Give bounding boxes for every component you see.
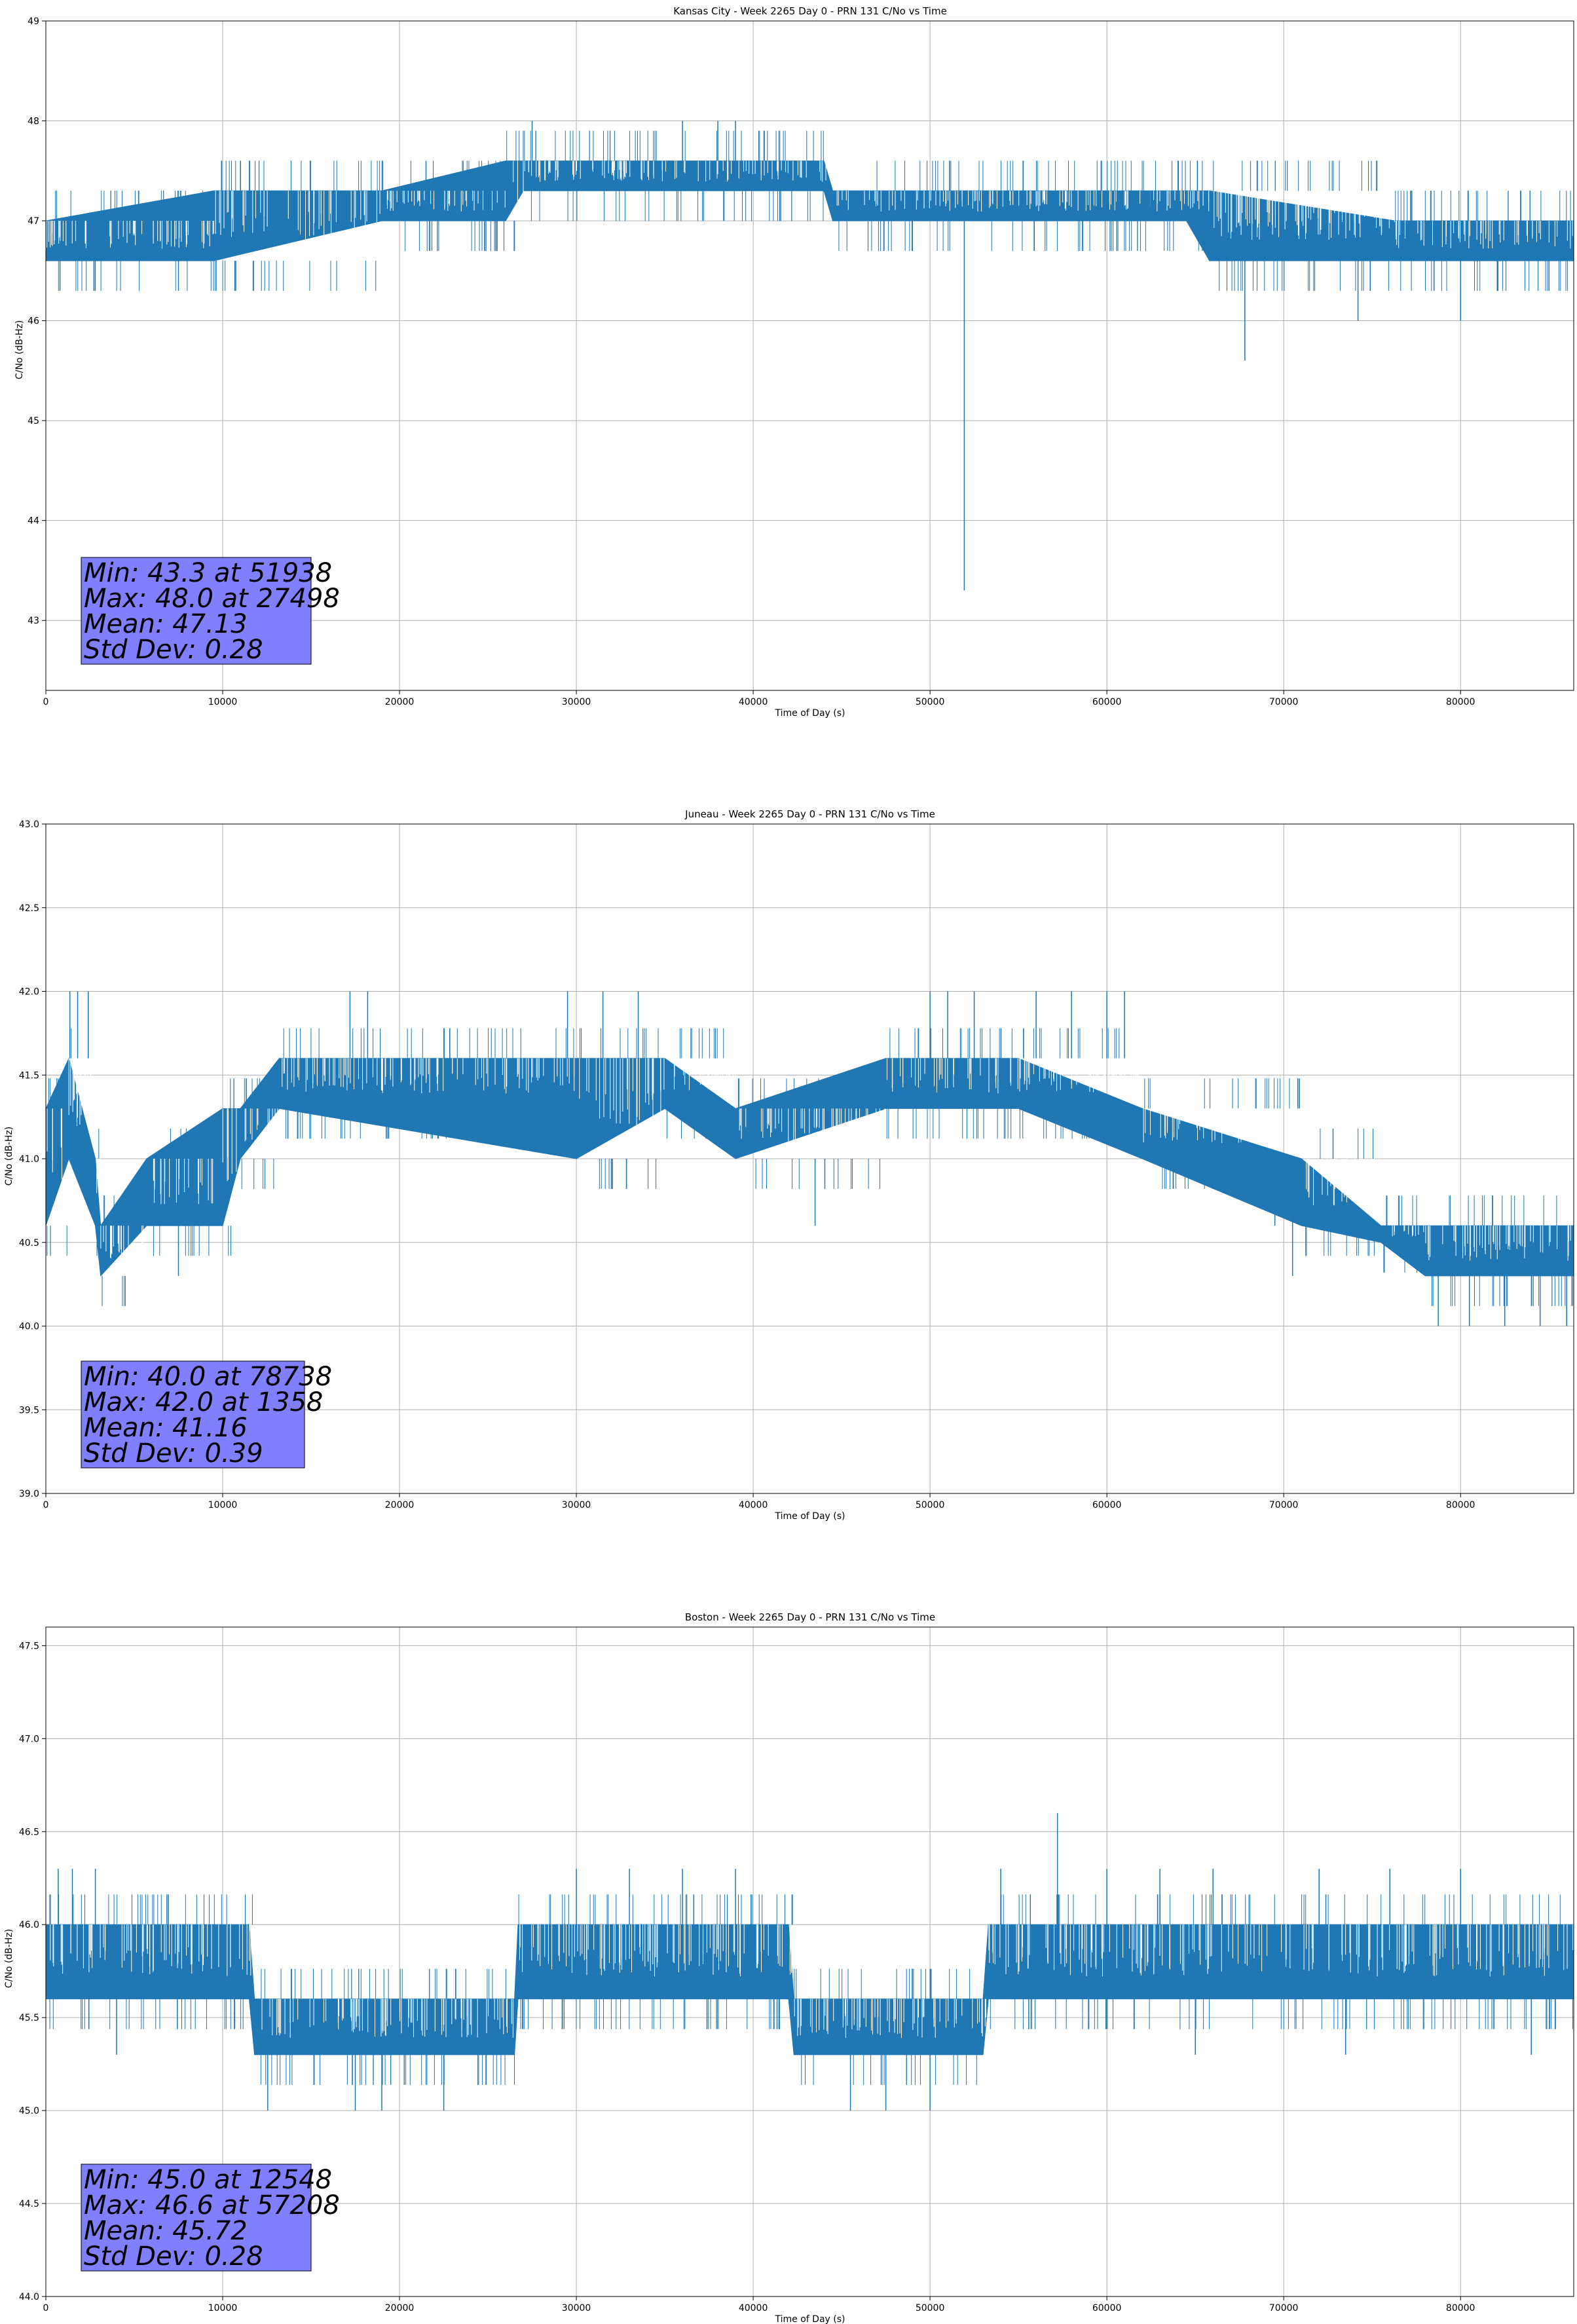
- y-tick-label: 42.0: [19, 987, 39, 998]
- y-tick-label: 41.0: [19, 1154, 39, 1165]
- stats-min: Min: 40.0 at 78738: [84, 1362, 332, 1392]
- stats-mean: Mean: 45.72: [84, 2216, 248, 2246]
- series-line: [45, 991, 1574, 1326]
- x-tick-label: 0: [43, 697, 49, 707]
- x-tick-label: 80000: [1446, 697, 1475, 707]
- y-tick-label: 41.5: [19, 1070, 39, 1081]
- stats-max: Max: 48.0 at 27498: [84, 584, 340, 614]
- series-band: [45, 160, 1574, 261]
- stats-box: Min: 40.0 at 78738 Max: 42.0 at 1358 Mea…: [81, 1360, 332, 1469]
- y-tick-label: 47: [28, 216, 39, 227]
- y-tick-label: 47.5: [19, 1641, 39, 1651]
- x-tick-label: 40000: [739, 2303, 768, 2314]
- x-tick-label: 10000: [208, 2303, 238, 2314]
- series-line: [45, 121, 1574, 591]
- y-tick-label: 44.0: [19, 2292, 39, 2302]
- stats-box: Min: 43.3 at 51938 Max: 48.0 at 27498 Me…: [81, 557, 340, 665]
- y-tick-label: 44: [28, 516, 39, 527]
- stats-mean: Mean: 41.16: [84, 1413, 248, 1443]
- y-tick-label: 43: [28, 616, 39, 626]
- y-tick-label: 43.0: [19, 819, 39, 830]
- series-line: [45, 1812, 1574, 2111]
- x-tick-label: 60000: [1092, 1500, 1122, 1510]
- axes-frame: [45, 823, 1574, 1494]
- x-tick-label: 80000: [1446, 2303, 1475, 2314]
- stats-std-dev: Std Dev: 0.28: [84, 635, 263, 665]
- x-axis-label: Time of Day (s): [775, 1511, 845, 1522]
- stats-mean: Mean: 47.13: [84, 609, 248, 639]
- y-tick-label: 40.0: [19, 1322, 39, 1332]
- y-tick-label: 42.5: [19, 903, 39, 914]
- x-tick-label: 50000: [916, 697, 945, 707]
- x-tick-label: 80000: [1446, 1500, 1475, 1510]
- x-tick-label: 30000: [562, 2303, 591, 2314]
- x-tick-label: 40000: [739, 1500, 768, 1510]
- x-tick-label: 70000: [1269, 697, 1299, 707]
- axes-frame: [45, 1626, 1574, 2297]
- x-tick-label: 30000: [562, 697, 591, 707]
- y-tick-label: 45.0: [19, 2106, 39, 2116]
- chart-title: Boston - Week 2265 Day 0 - PRN 131 C/No …: [685, 1611, 935, 1623]
- subplot-kansas-city: 0 10000 20000 30000 40000 50000 60000 70000 8000…: [14, 5, 1574, 719]
- stats-std-dev: Std Dev: 0.28: [84, 2241, 263, 2272]
- grid: 0 10000 20000 30000 40000 50000 60000 70000 8000…: [28, 16, 1574, 707]
- y-tick-label: 44.5: [19, 2199, 39, 2209]
- y-tick-label: 39.0: [19, 1489, 39, 1499]
- x-tick-label: 0: [43, 1500, 49, 1510]
- y-axis-label: C/No (dB-Hz): [4, 1929, 14, 1988]
- axes-frame: [45, 20, 1574, 691]
- x-tick-label: 20000: [385, 2303, 415, 2314]
- y-tick-label: 48: [28, 117, 39, 127]
- x-axis-label: Time of Day (s): [775, 708, 845, 719]
- x-axis-label: Time of Day (s): [775, 2314, 845, 2324]
- chart-title: Juneau - Week 2265 Day 0 - PRN 131 C/No …: [684, 808, 935, 820]
- stats-std-dev: Std Dev: 0.39: [84, 1438, 263, 1469]
- subplot-boston: 0 10000 20000 30000 40000 50000 60000 70000 8000…: [4, 1611, 1574, 2324]
- y-tick-label: 46.0: [19, 1920, 39, 1930]
- stats-box: Min: 45.0 at 12548 Max: 46.6 at 57208 Me…: [81, 2164, 340, 2272]
- x-tick-label: 20000: [385, 1500, 415, 1510]
- x-tick-label: 60000: [1092, 2303, 1122, 2314]
- x-tick-label: 0: [43, 2303, 49, 2314]
- y-tick-label: 45: [28, 416, 39, 426]
- x-tick-label: 10000: [208, 1500, 238, 1510]
- y-tick-label: 39.5: [19, 1405, 39, 1415]
- x-tick-label: 30000: [562, 1500, 591, 1510]
- x-tick-label: 50000: [916, 2303, 945, 2314]
- x-tick-label: 40000: [739, 697, 768, 707]
- x-tick-label: 50000: [916, 1500, 945, 1510]
- y-tick-label: 49: [28, 16, 39, 27]
- x-tick-label: 70000: [1269, 1500, 1299, 1510]
- subplot-juneau: 0 10000 20000 30000 40000 50000 60000 70000 8000…: [4, 808, 1574, 1522]
- series-band: [45, 1924, 1574, 2055]
- x-tick-label: 70000: [1269, 2303, 1299, 2314]
- stats-box-background: [81, 1360, 305, 1469]
- chart-title: Kansas City - Week 2265 Day 0 - PRN 131 …: [673, 5, 947, 17]
- y-tick-label: 46.5: [19, 1827, 39, 1837]
- series-band: [45, 1057, 1574, 1277]
- y-tick-label: 46: [28, 316, 39, 327]
- y-tick-label: 47.0: [19, 1734, 39, 1744]
- stats-box-background: [81, 557, 312, 665]
- stats-min: Min: 43.3 at 51938: [84, 558, 332, 588]
- x-tick-label: 20000: [385, 697, 415, 707]
- y-axis-label: C/No (dB-Hz): [14, 320, 25, 379]
- y-tick-label: 45.5: [19, 2013, 39, 2023]
- stats-min: Min: 45.0 at 12548: [84, 2165, 332, 2195]
- stats-max: Max: 46.6 at 57208: [84, 2190, 340, 2221]
- stats-max: Max: 42.0 at 1358: [84, 1387, 323, 1417]
- y-axis-label: C/No (dB-Hz): [4, 1127, 14, 1186]
- x-tick-label: 10000: [208, 697, 238, 707]
- y-tick-label: 40.5: [19, 1238, 39, 1248]
- stats-box-background: [81, 2164, 312, 2272]
- x-tick-label: 60000: [1092, 697, 1122, 707]
